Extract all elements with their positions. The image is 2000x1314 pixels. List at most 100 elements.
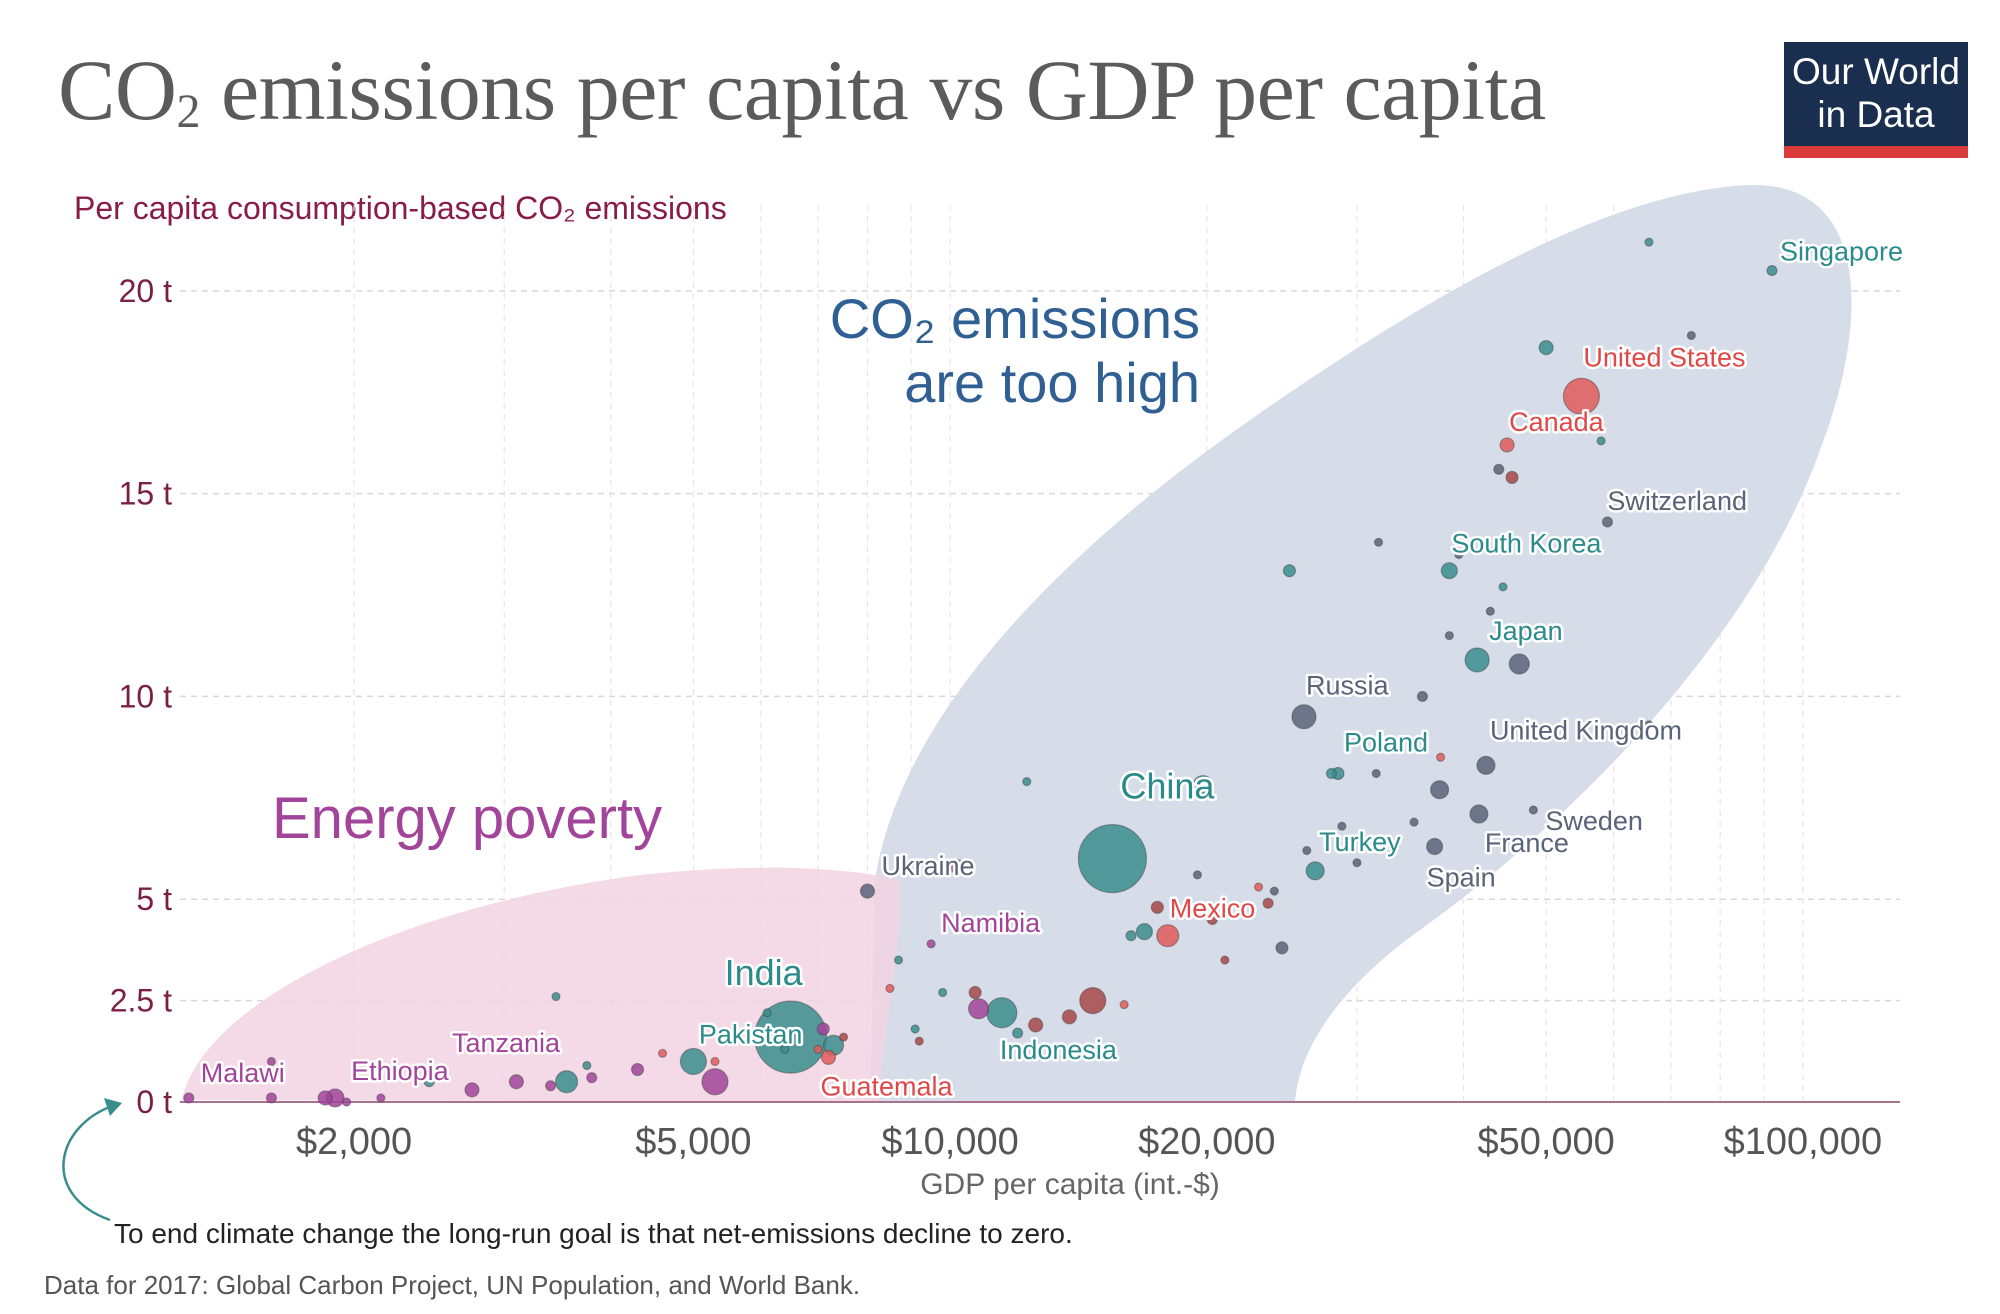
point-label: Japan xyxy=(1489,616,1563,646)
data-point xyxy=(1156,924,1180,948)
data-point xyxy=(1394,740,1404,750)
point-label: Singapore xyxy=(1780,237,1903,267)
data-point xyxy=(1596,436,1606,446)
axes: $2,000 $5,000 $10,000 $20,000 $50,000 $100,00… xyxy=(180,1101,1900,1163)
data-point xyxy=(1028,1017,1044,1033)
x-tick-label: $10,000 xyxy=(881,1121,1018,1163)
x-tick-label: $50,000 xyxy=(1477,1121,1614,1163)
data-point xyxy=(1429,780,1450,800)
point-label: Namibia xyxy=(941,908,1041,938)
x-tick-label: $5,000 xyxy=(635,1121,751,1163)
data-point xyxy=(1505,470,1519,485)
point-label: Guatemala xyxy=(820,1071,953,1101)
y-axis-label: Per capita consumption-based CO₂ emissio… xyxy=(74,190,727,226)
data-point xyxy=(265,1092,278,1104)
data-point xyxy=(1382,740,1392,750)
point-label: Mexico xyxy=(1170,894,1256,924)
data-point xyxy=(1601,516,1614,528)
energy-poverty-label: Energy poverty xyxy=(272,786,662,851)
data-point xyxy=(838,1032,849,1042)
point-label: Ethiopia xyxy=(351,1056,450,1086)
data-point xyxy=(317,1090,333,1106)
data-point xyxy=(1766,264,1778,277)
data-point xyxy=(1325,767,1338,780)
point-label: India xyxy=(725,952,804,993)
logo-line-2: in Data xyxy=(1817,94,1935,135)
data-point xyxy=(679,1047,707,1076)
data-point xyxy=(701,1068,729,1096)
y-tick-label: 10 t xyxy=(119,678,172,714)
data-point xyxy=(1150,900,1164,914)
too-high-label-line1: CO₂ emissions xyxy=(830,287,1200,350)
data-point xyxy=(464,1082,480,1098)
data-point xyxy=(508,1074,524,1090)
data-point xyxy=(1536,723,1549,735)
point-label: Sweden xyxy=(1545,806,1643,836)
data-point xyxy=(753,1000,828,1074)
point-label: Poland xyxy=(1344,727,1428,757)
data-point xyxy=(1291,704,1317,730)
data-point xyxy=(1435,752,1446,762)
point-label: Russia xyxy=(1306,671,1390,701)
x-tick-label: $100,000 xyxy=(1724,1121,1883,1163)
point-label: South Korea xyxy=(1451,529,1602,559)
data-point xyxy=(1305,861,1325,881)
data-point xyxy=(1125,930,1137,942)
data-points xyxy=(183,237,1778,1108)
y-tick-label: 20 t xyxy=(119,273,172,309)
footer-note: To end climate change the long-run goal … xyxy=(114,1218,1073,1249)
point-label: Indonesia xyxy=(1000,1035,1118,1065)
data-point xyxy=(544,1080,557,1092)
data-point xyxy=(1373,537,1384,547)
data-point xyxy=(1464,647,1490,673)
point-label: China xyxy=(1120,766,1215,807)
data-point xyxy=(183,1092,195,1104)
data-point xyxy=(968,998,990,1020)
data-point xyxy=(1253,882,1264,892)
data-point xyxy=(1485,606,1495,616)
data-point xyxy=(1337,821,1347,831)
data-point xyxy=(1528,805,1538,815)
data-point xyxy=(554,1070,579,1094)
data-point xyxy=(1269,886,1279,896)
too-high-label-line2: are too high xyxy=(904,351,1200,414)
point-label: Pakistan xyxy=(699,1019,803,1049)
data-point xyxy=(1686,330,1696,341)
logo-line-1: Our World xyxy=(1792,51,1960,92)
point-label: United States xyxy=(1583,342,1745,372)
x-tick-label: $2,000 xyxy=(296,1121,412,1163)
data-point xyxy=(1476,755,1496,775)
x-axis-label: GDP per capita (int.-$) xyxy=(920,1168,1220,1201)
point-label: Malawi xyxy=(201,1058,285,1088)
data-point xyxy=(1562,377,1601,415)
owid-logo[interactable]: Our World in Data xyxy=(1784,42,1968,158)
data-point xyxy=(376,1093,386,1103)
point-label: Spain xyxy=(1427,862,1496,892)
data-point xyxy=(1220,955,1230,965)
data-point xyxy=(1644,720,1654,730)
data-point xyxy=(1498,582,1508,592)
data-point xyxy=(914,1036,924,1046)
energy-poverty-region xyxy=(182,867,901,1102)
data-point xyxy=(762,1008,772,1018)
data-point xyxy=(1493,463,1505,475)
data-point xyxy=(1192,870,1203,880)
data-point xyxy=(859,883,876,899)
data-point xyxy=(1192,775,1214,797)
data-point xyxy=(630,1062,645,1077)
data-point xyxy=(910,1024,920,1034)
data-point xyxy=(780,1044,790,1054)
data-point xyxy=(1262,897,1274,909)
data-point xyxy=(986,997,1018,1029)
data-point xyxy=(1416,690,1429,703)
data-point xyxy=(1302,845,1312,856)
arrowhead xyxy=(104,1098,122,1116)
y-tick-label: 0 t xyxy=(136,1084,172,1120)
y-tick-label: 5 t xyxy=(136,881,172,917)
data-point xyxy=(1061,1009,1077,1025)
data-point xyxy=(1077,824,1148,894)
data-point xyxy=(820,1049,837,1065)
